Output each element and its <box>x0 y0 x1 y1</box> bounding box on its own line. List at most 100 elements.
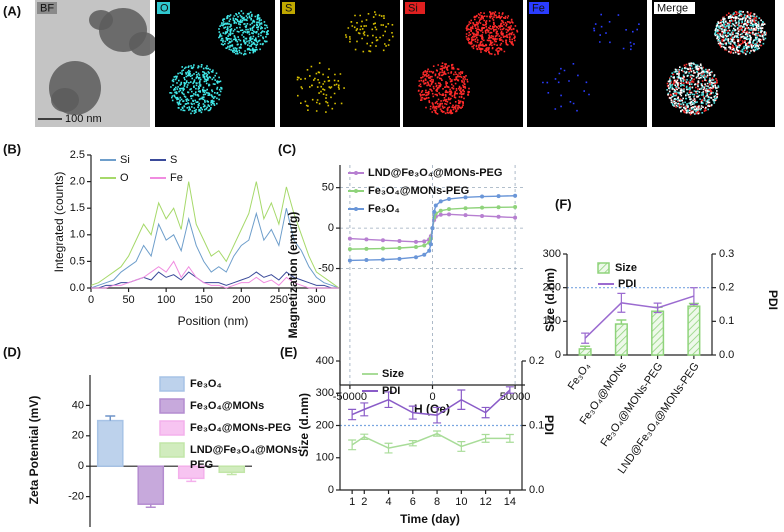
marker <box>380 238 385 243</box>
x-tick-label: 50 <box>122 294 134 306</box>
marker <box>480 194 485 199</box>
marker <box>438 199 443 204</box>
x-tick-label: 200 <box>232 294 250 306</box>
line <box>90 181 340 289</box>
error-bar <box>505 386 514 394</box>
marker <box>433 203 438 208</box>
element-map <box>667 11 767 115</box>
y-axis-label: Size (d.nm) <box>543 268 557 332</box>
x-tick-label: 1 <box>349 496 355 508</box>
legend-swatch <box>159 420 185 436</box>
y-tick-label: 300 <box>316 387 334 399</box>
error-bar <box>408 405 417 420</box>
marker <box>513 193 518 198</box>
x-tick-label: 300 <box>307 294 325 306</box>
y-tick-label: 200 <box>316 419 334 431</box>
marker <box>413 255 418 260</box>
bar <box>578 348 592 356</box>
panel-label: (D) <box>3 344 21 359</box>
error-bar <box>360 402 369 417</box>
line <box>584 295 695 339</box>
marker <box>496 194 501 199</box>
channel-tag: O <box>160 2 169 14</box>
error-bar <box>653 302 662 314</box>
y-tick-label: 0 <box>328 484 334 496</box>
marker <box>463 206 468 211</box>
error-bar <box>481 433 490 443</box>
channel-tag-box <box>282 2 295 14</box>
bar <box>218 465 246 474</box>
error-bar <box>145 504 156 508</box>
y-tick-label: 50 <box>322 182 334 194</box>
panel-label: (F) <box>555 196 572 211</box>
legend-label: Fe₃O₄@MONs <box>190 400 264 412</box>
y-tick-label: 2.5 <box>70 149 85 161</box>
element-map <box>169 10 269 115</box>
marker <box>438 208 443 213</box>
error-bar <box>433 406 442 424</box>
y2-tick-label: 0.0 <box>719 349 734 361</box>
marker <box>422 239 427 244</box>
x-tick-label: 4 <box>385 496 391 508</box>
y-axis-label: Zeta Potential (mV) <box>27 396 41 505</box>
legend-label-line: PEG <box>190 459 213 471</box>
legend-swatch <box>159 376 185 392</box>
particle <box>89 10 113 30</box>
x-tick-label: 12 <box>479 496 491 508</box>
legend-label: O <box>120 172 129 184</box>
line <box>351 432 510 449</box>
error-bar <box>186 478 197 483</box>
error-bar <box>580 345 591 349</box>
marker <box>463 213 468 218</box>
channel-tag: S <box>285 2 292 14</box>
panel-label: (C) <box>278 141 296 156</box>
x-tick-label: 150 <box>195 294 213 306</box>
legend-label: PDI <box>382 385 400 397</box>
marker <box>438 212 443 217</box>
panel-label: (B) <box>3 141 21 156</box>
y-axis-label: Size (d.nm) <box>297 393 311 457</box>
y-tick-label: -20 <box>68 491 84 503</box>
y-tick-label: -50 <box>318 262 334 274</box>
channel-tag-box <box>405 2 425 14</box>
x-tick-label: 0 <box>88 294 94 306</box>
legend-label: Fe₃O₄@MONs-PEG <box>368 185 469 197</box>
legend-label: PDI <box>618 278 636 290</box>
y-tick-label: 100 <box>543 315 561 327</box>
element-map <box>417 11 519 115</box>
scale-bar-label: 100 nm <box>65 113 102 125</box>
legend-label: S <box>170 154 177 166</box>
legend-label: Fe₃O₄@MONs-PEG <box>190 422 291 434</box>
error-bar <box>384 391 393 409</box>
x-tick-label: 250 <box>270 294 288 306</box>
error-bar <box>505 433 514 443</box>
x-tick-label: -50000 <box>333 391 367 403</box>
marker <box>513 205 518 210</box>
legend-marker <box>354 207 358 211</box>
error-bar <box>481 406 490 419</box>
y2-tick-label: 0.1 <box>719 315 734 327</box>
legend-label: Size <box>382 368 404 380</box>
marker <box>496 205 501 210</box>
line <box>351 389 511 416</box>
legend-label: LND@Fe₃O₄@MONs-PEG <box>368 167 502 179</box>
legend-label: Fe₃O₄ <box>368 203 400 215</box>
error-bar <box>348 439 357 451</box>
marker <box>496 214 501 219</box>
y-tick-label: 40 <box>72 399 84 411</box>
y-tick-label: 100 <box>316 452 334 464</box>
y-tick-label: 0 <box>328 222 334 234</box>
y2-tick-label: 0.0 <box>529 484 544 496</box>
marker <box>380 246 385 251</box>
x-tick-label: 0 <box>429 391 435 403</box>
error-bar <box>360 433 369 440</box>
marker <box>447 212 452 217</box>
channel-tag: BF <box>40 2 54 14</box>
channel-tag-box <box>37 2 57 14</box>
x-axis-label: Position (nm) <box>178 314 249 328</box>
legend-marker <box>354 171 358 175</box>
x-tick-label: 100 <box>157 294 175 306</box>
channel-tag: Fe <box>532 2 545 14</box>
x-tick-label: 8 <box>434 496 440 508</box>
